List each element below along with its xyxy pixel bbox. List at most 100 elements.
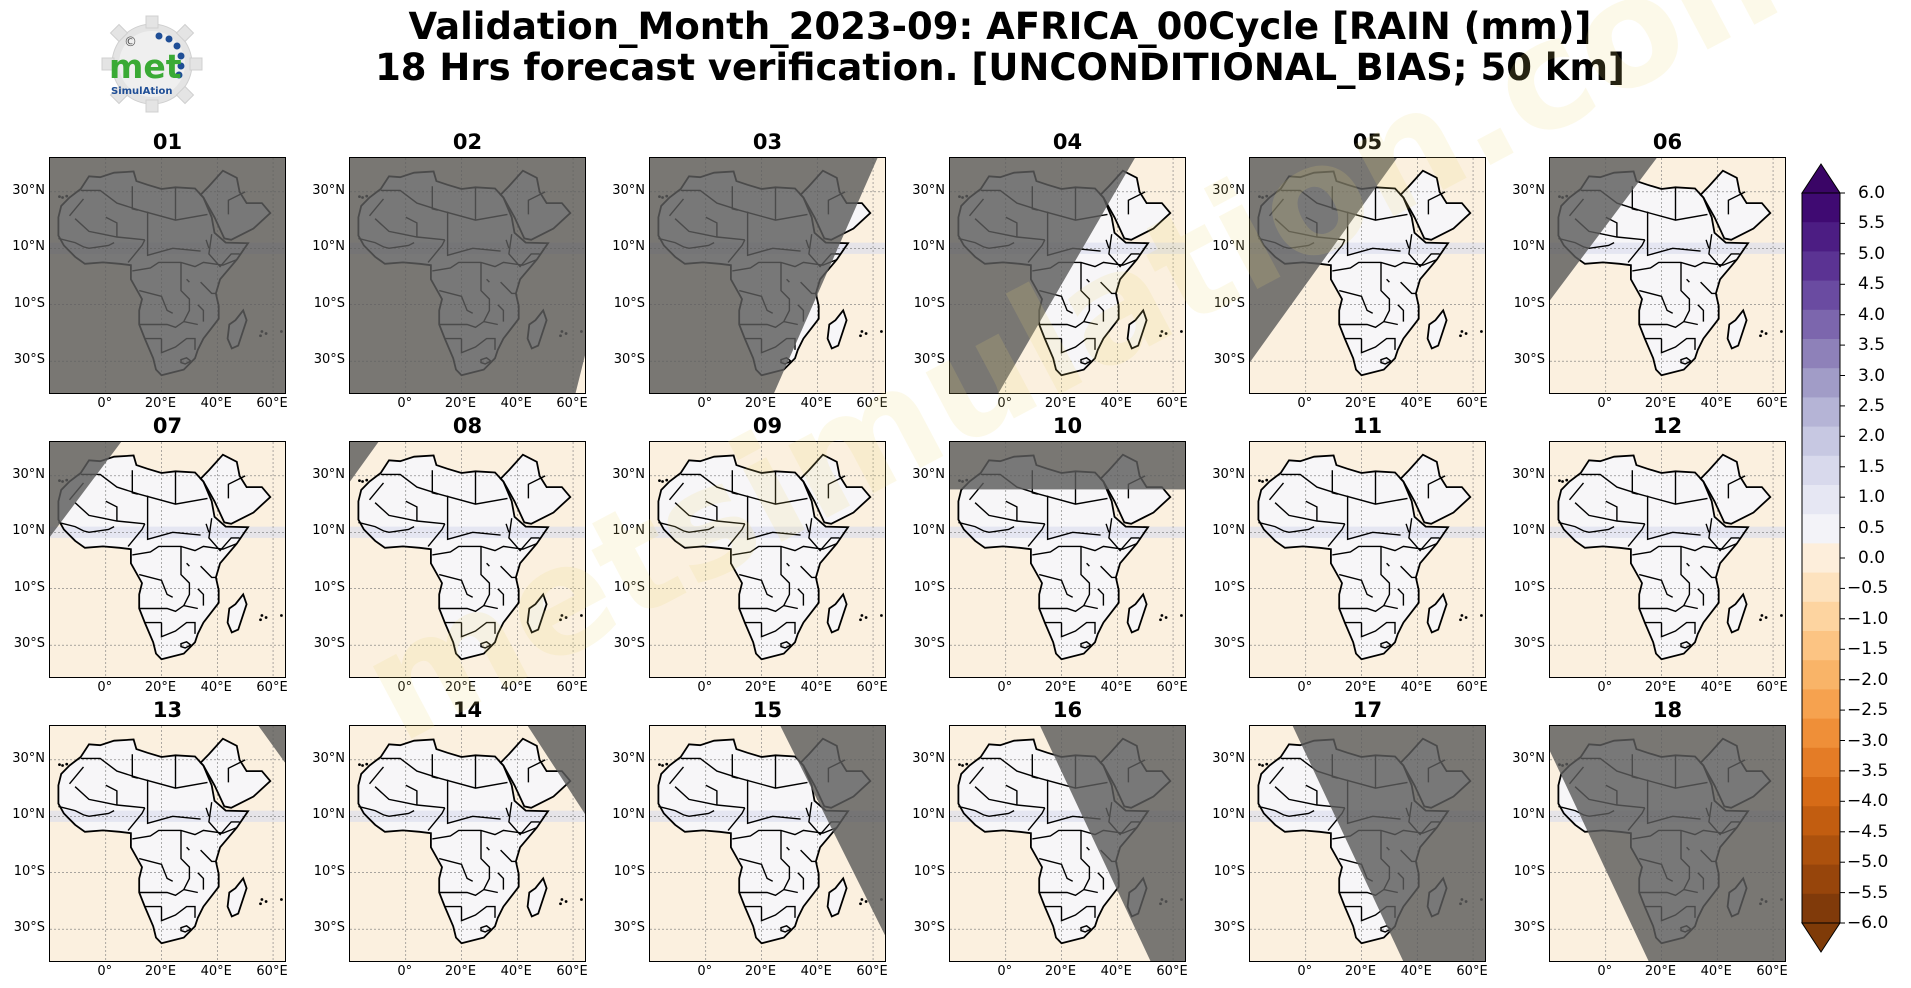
bias-map: [49, 441, 286, 678]
latitude-tick-label: 10°N: [1212, 239, 1245, 255]
no-data-mask: [50, 442, 122, 677]
longitude-tick-label: 20°E: [144, 396, 177, 411]
longitude-tick-label: 60°E: [556, 964, 588, 979]
island: [661, 764, 664, 767]
longitude-tick-label: 40°E: [200, 680, 232, 695]
country-border: [460, 905, 496, 922]
colorbar-segment: [1802, 426, 1840, 457]
country-border: [1105, 523, 1110, 533]
country-border: [1097, 872, 1105, 890]
met-simulation-logo: © met SimulAtion: [97, 12, 207, 116]
no-data-mask: [350, 442, 379, 677]
country-border: [68, 766, 85, 785]
country-border: [480, 830, 491, 890]
forecast-panel: 03 30°N 10°N 10°S 30°S 0° 20°E 40°E 60°E: [600, 130, 897, 414]
country-border: [160, 905, 196, 922]
island: [1180, 614, 1183, 617]
island: [859, 618, 862, 622]
arabia-landmass: [1100, 170, 1171, 240]
country-border: [1046, 495, 1101, 541]
country-border: [1680, 546, 1691, 606]
panel-title: 01: [152, 130, 183, 154]
country-border: [1400, 281, 1416, 295]
no-data-mask: [1550, 726, 1785, 961]
latitude-tick-label: 30°N: [1212, 466, 1245, 482]
bias-map: [349, 157, 586, 394]
country-border: [800, 565, 816, 579]
panel-title: 03: [752, 130, 783, 154]
country-border: [1632, 542, 1738, 556]
latitude-tick-label: 10°S: [913, 295, 945, 311]
island: [280, 898, 283, 901]
island: [280, 614, 283, 617]
country-border: [1332, 542, 1438, 556]
lesotho-border: [1380, 356, 1393, 365]
country-border: [200, 849, 216, 863]
forecast-panel: 02 30°N 10°N 10°S 30°S 0° 20°E 40°E 60°E: [300, 130, 597, 414]
country-border: [1558, 521, 1615, 534]
latitude-tick-label: 10°N: [912, 807, 945, 823]
island: [864, 332, 868, 335]
longitude-tick-label: 60°E: [1456, 396, 1488, 411]
longitude-tick-label: 20°E: [744, 964, 777, 979]
latitude-tick-label: 30°S: [313, 636, 345, 652]
forecast-panel: 14 30°N 10°N 10°S 30°S 0° 20°E 40°E 60°E: [300, 698, 597, 982]
country-border: [1258, 521, 1315, 534]
country-border: [497, 872, 505, 890]
country-border: [1631, 470, 1638, 495]
country-border: [1697, 304, 1705, 322]
title-line-2: 18 Hrs forecast verification. [UNCONDITI…: [375, 46, 1625, 89]
africa-coastline: [657, 454, 850, 661]
longitude-tick-label: 40°E: [200, 396, 232, 411]
arabia-coastline: [499, 453, 572, 525]
island: [1760, 330, 1764, 333]
country-border: [180, 546, 191, 606]
country-border: [1639, 573, 1674, 598]
country-border: [227, 475, 246, 499]
latitude-tick-label: 10°S: [13, 579, 45, 595]
country-border: [1327, 239, 1346, 263]
country-border: [1039, 573, 1074, 598]
country-border: [1700, 565, 1716, 579]
island: [259, 902, 262, 906]
latitude-tick-label: 10°S: [913, 579, 945, 595]
colorbar-segment: [1802, 397, 1840, 428]
latitude-tick-label: 30°N: [312, 466, 345, 482]
country-border: [431, 754, 438, 779]
madagascar-landmass: [827, 594, 847, 633]
country-border: [1331, 470, 1338, 495]
colorbar-tick-label: −2.0: [1847, 669, 1889, 690]
colorbar-tick-label: −4.0: [1847, 791, 1889, 812]
country-border: [146, 495, 201, 541]
forecast-panel: 10 30°N 10°N 10°S 30°S 0° 20°E 40°E 60°E: [900, 414, 1197, 698]
country-border: [74, 502, 145, 525]
country-border: [1346, 211, 1401, 257]
madagascar-coastline: [1726, 308, 1748, 350]
longitude-tick-label: 20°E: [1644, 680, 1677, 695]
lesotho-border: [780, 640, 793, 649]
latitude-tick-label: 10°S: [1213, 579, 1245, 595]
country-border: [705, 500, 718, 521]
island: [1780, 614, 1783, 617]
longitude-tick-label: 0°: [97, 964, 113, 979]
latitude-tick-label: 10°S: [1213, 863, 1245, 879]
arabia-coastline: [1399, 453, 1472, 525]
country-border: [432, 542, 538, 556]
country-border: [527, 475, 546, 499]
no-data-mask: [350, 158, 585, 393]
country-border: [1686, 278, 1690, 283]
longitude-tick-label: 0°: [1597, 396, 1613, 411]
arabia-landmass: [500, 738, 571, 808]
colorbar-bottom-extension: [1801, 922, 1841, 953]
madagascar-landmass: [227, 878, 247, 917]
forecast-panel: 01 30°N 10°N 10°S 30°S 0° 20°E 40°E 60°E: [0, 130, 297, 414]
country-border: [500, 849, 516, 863]
longitude-tick-label: 40°E: [1100, 396, 1132, 411]
country-border: [380, 473, 508, 505]
bias-map: [949, 725, 1186, 962]
madagascar-landmass: [1427, 594, 1447, 633]
country-border: [127, 807, 146, 831]
island: [1258, 763, 1261, 767]
panel-title: 11: [1352, 414, 1383, 438]
country-border: [80, 757, 208, 789]
